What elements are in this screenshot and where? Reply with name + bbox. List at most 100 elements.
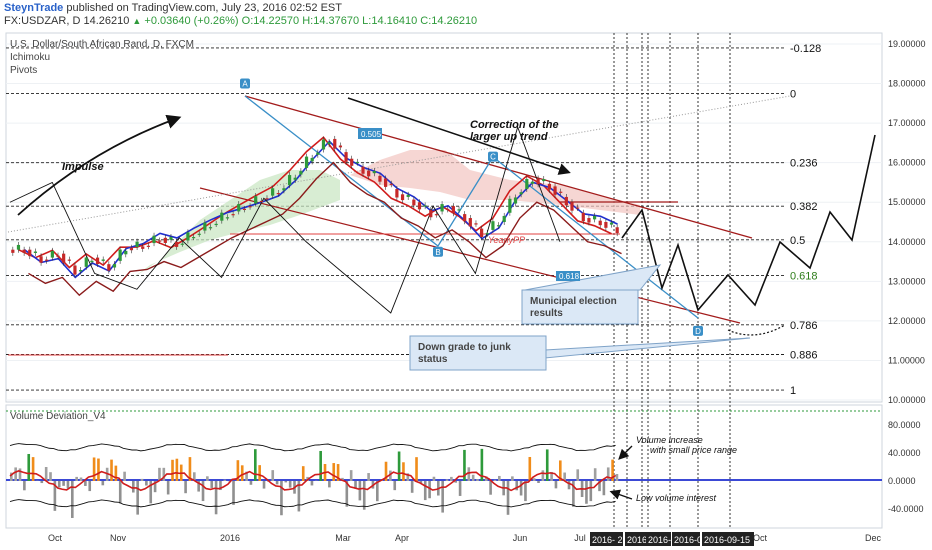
candle <box>135 241 139 248</box>
author-name[interactable]: SteynTrade <box>4 2 64 14</box>
volume-bar <box>219 481 222 491</box>
high-price: H:14.37670 <box>302 15 360 27</box>
candle <box>163 237 167 243</box>
candle <box>553 186 557 195</box>
date-marker-badge <box>625 532 646 546</box>
date-marker-badge <box>672 532 700 546</box>
yearly-pp-label: YearlyPP <box>488 235 525 245</box>
volume-bar <box>589 481 593 502</box>
volume-bar <box>336 464 340 481</box>
volume-bar <box>550 471 553 481</box>
municipal-label-1: Municipal election <box>530 296 617 307</box>
time-tick-label: Mar <box>335 533 351 543</box>
fib-level-label: 0.236 <box>790 158 818 170</box>
volume-bar <box>563 472 566 481</box>
candle <box>446 208 450 211</box>
volume-bar <box>27 453 31 481</box>
fib-level-label: 0.886 <box>790 350 818 362</box>
candle <box>468 218 472 227</box>
correction-label-2: larger up trend <box>470 131 548 143</box>
pattern-point-badge <box>488 151 498 162</box>
trend-dotted <box>7 95 791 233</box>
candle <box>242 208 246 211</box>
candle <box>56 255 60 257</box>
volume-bar <box>162 467 166 481</box>
candle <box>502 215 506 222</box>
candle <box>237 204 241 212</box>
volume-bar <box>53 481 57 511</box>
volume-bar <box>345 481 349 507</box>
candle <box>282 188 286 191</box>
volume-upper-band <box>9 443 616 452</box>
pattern-point-badge <box>240 78 250 89</box>
volume-deviation-line <box>9 469 617 492</box>
candle <box>440 204 444 212</box>
candle <box>395 189 399 198</box>
volume-bar <box>88 481 92 492</box>
fib-level-label: 0.618 <box>790 270 818 282</box>
volume-bar <box>367 473 370 481</box>
date-marker-label: 2016-0 <box>648 535 676 545</box>
volume-bar <box>519 481 523 496</box>
volume-bar <box>506 481 510 515</box>
volume-bar <box>149 481 153 504</box>
fib-level-label: 0 <box>790 88 796 100</box>
vol-increase-label-1: Volume increase <box>636 435 703 445</box>
candle <box>33 251 38 253</box>
low-volume-arrow <box>609 489 633 500</box>
volume-bar <box>71 481 74 518</box>
candle <box>254 196 258 204</box>
candle <box>429 210 433 218</box>
candle <box>536 178 540 185</box>
volume-bar <box>114 465 118 481</box>
candle <box>355 161 359 164</box>
candle <box>107 264 111 271</box>
candle <box>564 196 568 206</box>
volume-bar <box>476 479 479 481</box>
candle <box>508 198 512 213</box>
volume-bar <box>57 481 61 488</box>
candle <box>480 228 484 238</box>
candle <box>463 214 467 222</box>
candle <box>16 244 21 250</box>
fib-level-label: 0.786 <box>790 320 818 332</box>
price-tick-label: 14.00000 <box>888 237 926 247</box>
volume-bar <box>201 481 205 502</box>
candle <box>299 171 303 175</box>
volume-bar <box>615 474 619 481</box>
volume-bar <box>602 481 606 496</box>
candle <box>112 264 117 268</box>
volume-bar <box>611 459 614 481</box>
candle <box>248 206 252 208</box>
volume-bar <box>402 462 405 481</box>
volume-bar <box>567 481 571 490</box>
candle <box>316 152 320 155</box>
volume-bar <box>175 458 179 481</box>
pattern-point-label: C <box>490 153 496 162</box>
candle <box>22 249 26 253</box>
volume-lower-band <box>9 499 616 508</box>
candle <box>79 269 83 272</box>
senkou-line <box>28 161 622 297</box>
volume-bar <box>598 481 601 492</box>
price-tick-label: 13.00000 <box>888 276 926 286</box>
time-tick-label: Oct <box>753 533 768 543</box>
volume-bar <box>84 481 87 486</box>
volume-bar <box>297 481 301 512</box>
volume-bar <box>480 448 484 481</box>
candle <box>293 177 297 180</box>
volume-bar <box>310 481 314 486</box>
volume-bar <box>428 481 431 499</box>
candle <box>604 222 608 228</box>
candle <box>491 221 495 230</box>
volume-bar <box>66 481 70 489</box>
correction-label-1: Correction of the <box>470 119 559 131</box>
candle <box>333 138 337 149</box>
low-price: L:14.16410 <box>362 15 418 27</box>
volume-bar <box>489 481 492 495</box>
volume-bar <box>240 465 244 481</box>
volume-bar <box>275 481 279 485</box>
candle <box>451 206 455 214</box>
